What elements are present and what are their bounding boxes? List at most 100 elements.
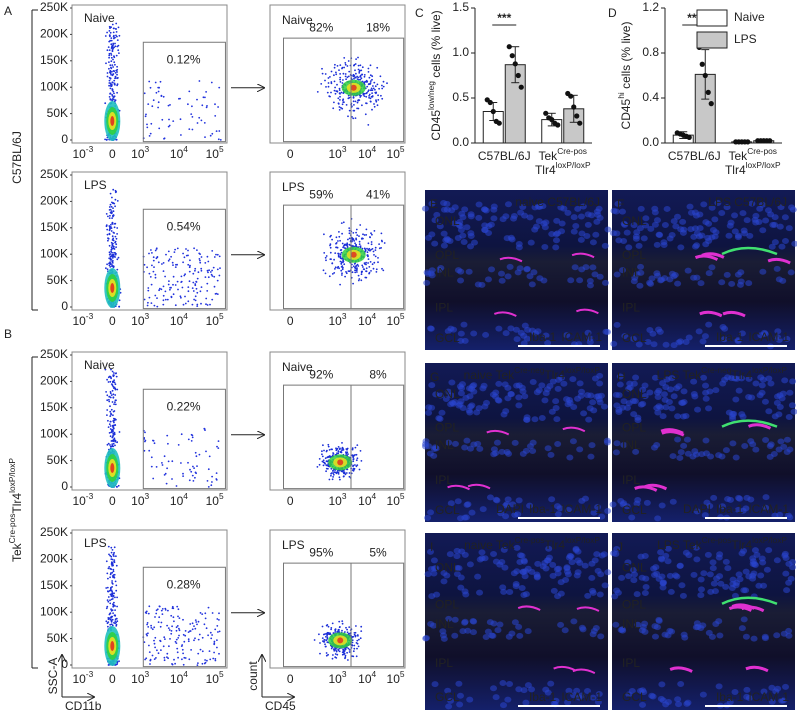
nucleus	[731, 592, 739, 599]
event-dot	[348, 626, 351, 628]
event-dot	[174, 266, 177, 268]
event-dot	[338, 231, 340, 233]
nucleus	[515, 394, 523, 401]
event-dot	[331, 622, 334, 625]
event-dot	[111, 223, 114, 225]
nucleus	[554, 230, 562, 237]
event-dot	[209, 271, 212, 273]
event-dot	[345, 271, 347, 273]
nucleus	[682, 412, 690, 419]
event-dot	[166, 624, 169, 627]
panel-letter: H	[617, 370, 626, 384]
event-dot	[114, 596, 116, 599]
plot-frame	[71, 351, 228, 491]
event-dot	[318, 458, 321, 460]
nucleus	[521, 393, 529, 400]
event-dot	[171, 261, 174, 264]
nucleus	[506, 588, 514, 595]
legend-swatch	[696, 9, 728, 27]
axis-label: CD45	[265, 699, 296, 713]
event-dot	[370, 241, 373, 243]
nucleus	[667, 588, 675, 595]
nucleus	[451, 204, 459, 211]
nucleus	[453, 553, 461, 560]
event-dot	[355, 72, 357, 75]
nucleus	[641, 393, 649, 400]
event-dot	[114, 205, 116, 208]
event-dot	[357, 274, 360, 277]
event-dot	[151, 628, 154, 631]
event-dot	[173, 620, 175, 623]
superscript: loxP/loxP	[565, 365, 600, 375]
nucleus	[705, 220, 713, 227]
event-dot	[354, 100, 357, 103]
nucleus	[739, 210, 747, 217]
event-dot	[203, 428, 206, 430]
nucleus	[729, 440, 737, 447]
nucleus	[680, 442, 688, 449]
nucleus	[426, 548, 434, 555]
event-dot	[154, 249, 157, 252]
event-dot	[177, 656, 180, 659]
event-dot	[347, 97, 350, 100]
event-dot	[332, 476, 334, 478]
event-dot	[374, 88, 376, 91]
event-dot	[154, 646, 157, 649]
event-dot	[145, 633, 148, 636]
event-dot	[207, 468, 210, 471]
event-dot	[334, 252, 337, 255]
event-dot	[114, 424, 117, 426]
text-run: 10	[131, 672, 145, 686]
nucleus	[694, 406, 702, 413]
event-dot	[335, 73, 338, 76]
event-dot	[352, 456, 355, 459]
event-dot	[109, 226, 111, 229]
event-dot	[342, 259, 344, 262]
event-dot	[153, 442, 156, 445]
nucleus	[680, 631, 688, 638]
nucleus	[632, 448, 640, 455]
density-core	[110, 463, 115, 473]
event-dot	[163, 137, 165, 140]
gate-percent: 95%	[309, 546, 333, 560]
event-dot	[114, 403, 117, 406]
image-title: naive TekCre-negTlr4loxP/loxP	[464, 365, 601, 382]
nucleus	[481, 403, 489, 410]
event-dot	[188, 270, 191, 273]
event-dot	[337, 628, 340, 631]
nucleus	[521, 573, 529, 580]
event-dot	[355, 264, 358, 267]
nucleus	[789, 559, 797, 566]
gate	[142, 388, 226, 490]
event-dot	[112, 253, 115, 256]
event-dot	[341, 268, 344, 271]
nucleus	[661, 221, 669, 228]
superscript: -3	[86, 311, 94, 321]
nucleus	[648, 275, 656, 282]
x-tick-label: 0	[109, 147, 116, 161]
data-point	[767, 138, 773, 144]
nucleus	[439, 632, 447, 639]
event-dot	[337, 649, 340, 652]
event-dot	[352, 96, 355, 99]
event-dot	[111, 624, 114, 627]
event-dot	[167, 125, 170, 128]
event-dot	[341, 620, 344, 622]
nucleus	[498, 277, 506, 284]
event-dot	[347, 659, 349, 661]
event-dot	[113, 555, 115, 557]
event-dot	[346, 245, 349, 248]
event-dot	[162, 285, 165, 288]
superscript: -3	[86, 144, 94, 154]
nucleus	[683, 436, 691, 443]
nucleus	[690, 378, 698, 385]
nucleus	[716, 573, 724, 580]
microglia	[745, 665, 769, 673]
event-dot	[111, 255, 114, 258]
event-dot	[112, 245, 115, 248]
nucleus	[577, 236, 585, 243]
x-tick-label: 103	[131, 311, 149, 328]
nucleus	[577, 392, 585, 399]
event-dot	[111, 257, 114, 259]
event-dot	[114, 622, 116, 625]
